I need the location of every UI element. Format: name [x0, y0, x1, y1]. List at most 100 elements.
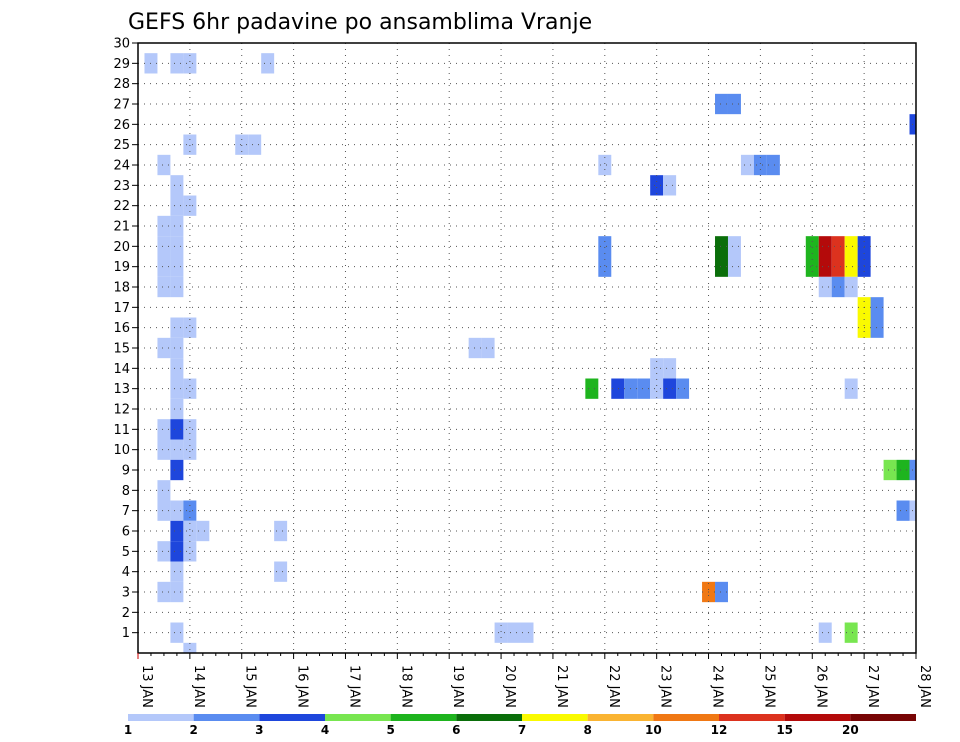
precip-cell — [818, 276, 832, 298]
legend-label: 10 — [645, 723, 662, 737]
y-tick-label: 3 — [122, 586, 130, 601]
precip-cell — [183, 419, 197, 440]
legend-label: 5 — [386, 723, 394, 737]
precip-cell — [831, 276, 845, 298]
precip-cell — [170, 378, 184, 399]
precip-cell — [170, 561, 184, 582]
precip-cell — [481, 337, 495, 359]
precip-cell — [844, 276, 858, 298]
legend-swatch — [719, 714, 785, 721]
legend-swatch — [850, 714, 916, 721]
legend-label: 6 — [452, 723, 460, 737]
precip-cell — [870, 317, 884, 338]
y-tick-label: 15 — [113, 342, 130, 357]
legend-swatch — [653, 714, 719, 721]
precip-cell — [157, 256, 171, 277]
precip-cell — [663, 358, 677, 379]
y-tick-label: 5 — [122, 545, 130, 560]
y-axis: 1234567891011121314151617181920212223242… — [113, 37, 138, 641]
legend-swatch — [193, 714, 260, 721]
y-tick-label: 2 — [122, 606, 130, 621]
legend-label: 4 — [321, 723, 329, 737]
precip-cell — [896, 459, 910, 481]
x-tick-label: 26 JAN — [813, 665, 828, 708]
y-tick-label: 1 — [122, 626, 130, 641]
legend-label: 20 — [842, 723, 859, 737]
y-tick-label: 22 — [113, 199, 130, 214]
precip-cell — [183, 134, 197, 155]
x-tick-label: 16 JAN — [295, 665, 310, 708]
precip-cell — [170, 581, 184, 603]
precip-cell — [183, 317, 197, 338]
legend-swatch — [522, 714, 588, 721]
y-tick-label: 10 — [113, 443, 130, 458]
precip-cell — [598, 154, 612, 176]
precip-cell — [766, 154, 780, 176]
y-tick-label: 4 — [122, 565, 130, 580]
legend-label: 2 — [189, 723, 197, 737]
chart-title: GEFS 6hr padavine po ansamblima Vranje — [128, 10, 592, 35]
y-tick-label: 30 — [113, 37, 130, 52]
precip-cell — [715, 236, 728, 257]
x-tick-label: 13 JAN — [139, 665, 154, 708]
precip-cell — [663, 378, 677, 399]
precip-cell — [715, 256, 728, 277]
precip-cell — [170, 541, 184, 562]
y-tick-label: 21 — [113, 220, 130, 235]
precip-cell — [170, 236, 184, 257]
y-tick-label: 28 — [113, 77, 130, 92]
precip-cell — [637, 378, 651, 399]
legend-label: 15 — [776, 723, 793, 737]
y-tick-label: 26 — [113, 118, 130, 133]
precip-cell — [183, 520, 197, 542]
precip-cell — [831, 256, 845, 277]
x-tick-label: 15 JAN — [243, 665, 258, 708]
precip-cell — [170, 256, 184, 277]
color-legend: 1 2 3 4 5 6 7 8 10 12 15 20 — [124, 714, 916, 737]
precip-cell — [157, 276, 171, 298]
legend-swatch — [587, 714, 654, 721]
precip-cell — [805, 236, 819, 257]
x-tick-label: 24 JAN — [710, 665, 725, 708]
x-tick-label: 28 JAN — [917, 665, 932, 708]
precip-cell — [157, 480, 171, 501]
precip-cell — [844, 236, 858, 257]
y-tick-label: 13 — [113, 382, 130, 397]
x-tick-label: 27 JAN — [865, 665, 880, 708]
y-tick-label: 11 — [113, 423, 130, 438]
precip-cell — [611, 378, 625, 399]
y-tick-label: 6 — [122, 525, 130, 540]
precip-cell — [274, 561, 288, 582]
precip-cell — [507, 622, 521, 643]
precip-cell — [870, 297, 884, 318]
precip-cell — [170, 195, 184, 216]
precip-cell — [753, 154, 767, 176]
precip-cell — [598, 236, 612, 257]
precip-cell — [494, 622, 508, 643]
x-tick-label: 22 JAN — [606, 665, 621, 708]
precip-cell — [170, 622, 184, 643]
precip-cell — [157, 419, 171, 440]
x-tick-label: 14 JAN — [191, 665, 206, 708]
y-tick-label: 25 — [113, 138, 130, 153]
precip-cell — [157, 154, 171, 176]
precip-cell — [585, 378, 599, 399]
precip-cell — [183, 500, 197, 521]
legend-label: 12 — [711, 723, 728, 737]
precip-cell — [183, 642, 197, 653]
x-tick-label: 18 JAN — [398, 665, 413, 708]
gridlines — [138, 43, 916, 653]
legend-swatch — [784, 714, 851, 721]
precip-cell — [157, 236, 171, 257]
precip-cell — [170, 398, 184, 420]
y-tick-label: 16 — [113, 321, 130, 336]
precip-cell — [157, 500, 171, 521]
precip-cell — [844, 256, 858, 277]
precip-cell — [831, 236, 845, 257]
y-tick-label: 24 — [113, 159, 130, 174]
precip-cell — [157, 439, 171, 460]
precip-cell — [196, 520, 210, 542]
y-tick-label: 8 — [122, 484, 130, 499]
precip-cell — [170, 500, 184, 521]
legend-swatch — [390, 714, 457, 721]
